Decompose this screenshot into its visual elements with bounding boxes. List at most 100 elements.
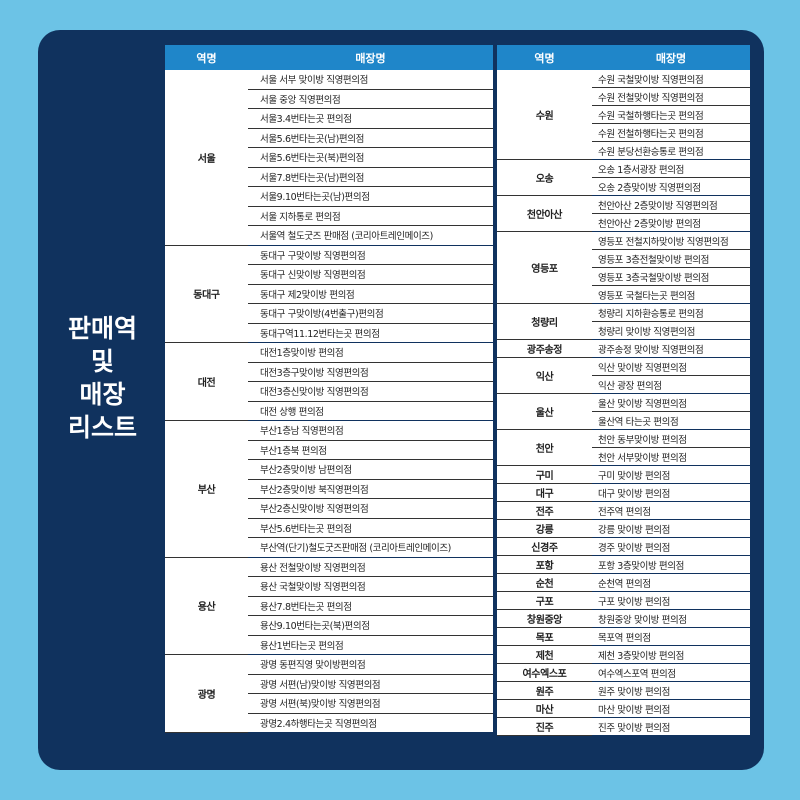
table-row: 부산2층맞이방 북직영편의점 [165, 479, 493, 499]
table-row: 용산9.10번타는곳(북)편의점 [165, 615, 493, 636]
table-row: 강릉 강릉 맞이방 편의점 [497, 519, 750, 538]
station-cell: 구미 [497, 465, 592, 484]
station-cell: 울산 [497, 393, 592, 430]
table-row: 서울 지하통로 편의점 [165, 206, 493, 226]
table-row: 대전3층신맞이방 직영편의점 [165, 381, 493, 402]
header-station: 역명 [165, 45, 248, 70]
table-row: 오송 2층맞이방 직영편의점 [497, 177, 750, 196]
station-cell: 마산 [497, 699, 592, 718]
table-header: 역명 매장명 [497, 45, 750, 70]
station-cell: 대전 [165, 342, 248, 421]
table-row: 목포 목포역 편의점 [497, 627, 750, 646]
table-row: 천안 천안 동부맞이방 편의점 [497, 429, 750, 466]
table-row: 광주송정 광주송정 맞이방 직영편의점 [497, 339, 750, 358]
table-row: 마산 마산 맞이방 편의점 [497, 699, 750, 718]
store-cell: 광명 서편(남)맞이방 직영편의점 [248, 674, 493, 694]
table-row: 진주 진주 맞이방 편의점 [497, 717, 750, 736]
table-row: 영등포 3층전철맞이방 편의점 [497, 249, 750, 268]
store-cell: 천안아산 2층맞이방 편의점 [592, 213, 750, 232]
store-cell: 천안아산 2층맞이방 직영편의점 [592, 195, 750, 214]
station-cell: 진주 [497, 717, 592, 736]
store-cell: 대구 맞이방 편의점 [592, 483, 750, 502]
store-cell: 동대구 구맞이방 직영편의점 [248, 245, 493, 265]
station-cell: 신경주 [497, 537, 592, 556]
table-row: 천안아산 2층맞이방 편의점 [497, 213, 750, 232]
header-station: 역명 [497, 45, 592, 70]
table-row: 구미 구미 맞이방 편의점 [497, 465, 750, 484]
header-store: 매장명 [248, 45, 493, 70]
store-cell: 동대구 제2맞이방 편의점 [248, 284, 493, 304]
table-row: 서울7.8번타는곳(남)편의점 [165, 167, 493, 187]
store-cell: 동대구 신맞이방 직영편의점 [248, 264, 493, 285]
store-cell: 울산 맞이방 직영편의점 [592, 393, 750, 412]
store-cell: 오송 2층맞이방 직영편의점 [592, 177, 750, 196]
header-store: 매장명 [592, 45, 750, 70]
store-cell: 강릉 맞이방 편의점 [592, 519, 750, 538]
table-row: 용산 용산 전철맞이방 직영편의점 [165, 557, 493, 655]
store-cell: 대전 상행 편의점 [248, 401, 493, 421]
store-cell: 부산2층맞이방 남편의점 [248, 459, 493, 480]
store-cell: 서울5.6번타는곳(북)편의점 [248, 147, 493, 168]
table-row: 창원중앙 창원중앙 맞이방 편의점 [497, 609, 750, 628]
store-cell: 서울 중앙 직영편의점 [248, 89, 493, 109]
station-cell: 천안아산 [497, 195, 592, 232]
store-cell: 부산2층신맞이방 직영편의점 [248, 498, 493, 519]
station-cell: 영등포 [497, 231, 592, 304]
station-cell: 부산 [165, 420, 248, 558]
store-cell: 용산1번타는곳 편의점 [248, 635, 493, 655]
table-row: 광명2.4하행타는곳 직영편의점 [165, 713, 493, 733]
table-row: 광명 서편(남)맞이방 직영편의점 [165, 674, 493, 694]
station-cell: 구포 [497, 591, 592, 610]
station-cell: 서울 [165, 70, 248, 246]
store-cell: 천안 서부맞이방 편의점 [592, 447, 750, 466]
station-cell: 익산 [497, 357, 592, 394]
station-cell: 천안 [497, 429, 592, 466]
table-row: 울산 울산 맞이방 직영편의점 [497, 393, 750, 430]
store-cell: 광주송정 맞이방 직영편의점 [592, 339, 750, 358]
table-row: 구포 구포 맞이방 편의점 [497, 591, 750, 610]
station-cell: 목포 [497, 627, 592, 646]
store-table-right: 역명 매장명 수원 수원 국철맞이방 직영편의점 수원 전철맞이방 직영편의점 수원 … [497, 45, 750, 736]
store-cell: 용산7.8번타는곳 편의점 [248, 596, 493, 616]
table-row: 대전 대전1층맞이방 편의점 [165, 342, 493, 421]
store-cell: 용산 국철맞이방 직영편의점 [248, 576, 493, 597]
table-row: 부산2층신맞이방 직영편의점 [165, 498, 493, 519]
table-row: 용산 국철맞이방 직영편의점 [165, 576, 493, 597]
store-cell: 구포 맞이방 편의점 [592, 591, 750, 610]
store-cell: 제천 3층맞이방 편의점 [592, 645, 750, 664]
store-cell: 서울 지하통로 편의점 [248, 206, 493, 226]
store-cell: 부산2층맞이방 북직영편의점 [248, 479, 493, 499]
table-row: 원주 원주 맞이방 편의점 [497, 681, 750, 700]
table-row: 서울5.6번타는곳(북)편의점 [165, 147, 493, 168]
table-row: 청량리 맞이방 직영편의점 [497, 321, 750, 340]
store-cell: 구미 맞이방 편의점 [592, 465, 750, 484]
store-cell: 수원 국철하행타는곳 편의점 [592, 105, 750, 124]
station-cell: 전주 [497, 501, 592, 520]
table-row: 부산역(단기)철도굿즈판매점 (코리아트레인메이즈) [165, 537, 493, 558]
table-row: 천안아산 천안아산 2층맞이방 직영편의점 [497, 195, 750, 232]
table-header: 역명 매장명 [165, 45, 493, 70]
store-table-left: 역명 매장명 서울 서울 서부 맞이방 직영편의점 서울 중앙 직영편의점 서울3.4… [165, 45, 493, 733]
store-cell: 광명 서편(북)맞이방 직영편의점 [248, 693, 493, 714]
station-cell: 창원중앙 [497, 609, 592, 628]
store-cell: 수원 국철맞이방 직영편의점 [592, 70, 750, 88]
store-cell: 오송 1층서광장 편의점 [592, 159, 750, 178]
station-cell: 동대구 [165, 245, 248, 343]
store-cell: 부산역(단기)철도굿즈판매점 (코리아트레인메이즈) [248, 537, 493, 558]
station-cell: 포항 [497, 555, 592, 574]
store-cell: 부산5.6번타는곳 편의점 [248, 518, 493, 538]
station-cell: 원주 [497, 681, 592, 700]
store-cell: 광명2.4하행타는곳 직영편의점 [248, 713, 493, 733]
store-cell: 목포역 편의점 [592, 627, 750, 646]
table-row: 동대구 구맞이방(4번출구)편의점 [165, 303, 493, 324]
store-cell: 창원중앙 맞이방 편의점 [592, 609, 750, 628]
store-cell: 용산9.10번타는곳(북)편의점 [248, 615, 493, 636]
page-title: 판매역 및 매장 리스트 [67, 314, 137, 442]
station-cell: 강릉 [497, 519, 592, 538]
station-cell: 여수엑스포 [497, 663, 592, 682]
store-cell: 서울7.8번타는곳(남)편의점 [248, 167, 493, 187]
store-cell: 대전3층신맞이방 직영편의점 [248, 381, 493, 402]
station-cell: 수원 [497, 70, 592, 160]
station-cell: 광명 [165, 654, 248, 733]
store-cell: 울산역 타는곳 편의점 [592, 411, 750, 430]
